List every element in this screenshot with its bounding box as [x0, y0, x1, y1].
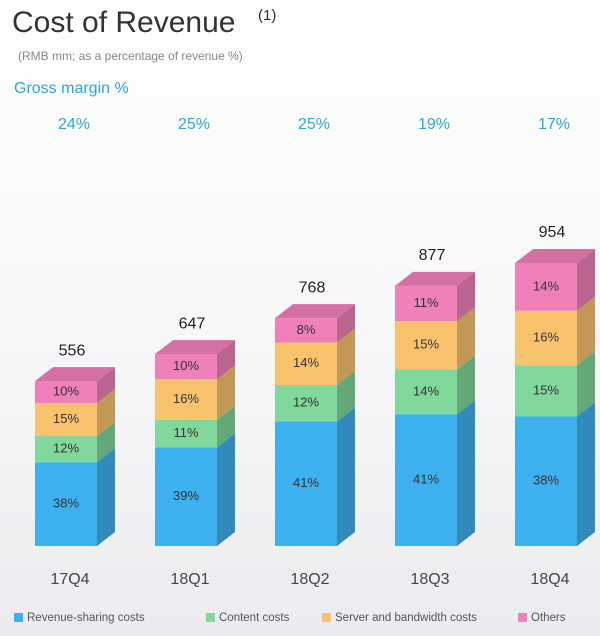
- legend-label: Revenue-sharing costs: [27, 612, 145, 624]
- x-tick-label: 18Q3: [410, 571, 449, 588]
- bar-top: [35, 367, 115, 382]
- segment-label: 12%: [53, 441, 79, 456]
- total-label: 768: [299, 279, 326, 296]
- bar-segment: [395, 414, 457, 546]
- chart-title: Cost of Revenue: [12, 6, 235, 39]
- legend-swatch: [322, 613, 331, 622]
- bar-side: [217, 433, 235, 546]
- bar-side: [457, 271, 475, 322]
- total-label: 877: [419, 247, 446, 264]
- segment-label: 10%: [53, 383, 79, 398]
- bar-side: [337, 328, 355, 386]
- bar-side: [577, 351, 595, 417]
- segment-label: 11%: [413, 295, 438, 310]
- gross-margin-value: 19%: [418, 116, 450, 133]
- bar-side: [457, 355, 475, 415]
- bar-top: [275, 304, 355, 319]
- bar-segment: [395, 321, 457, 370]
- legend-label: Content costs: [219, 612, 290, 624]
- bar-side: [457, 400, 475, 546]
- bar-segment: [155, 379, 217, 420]
- legend-swatch: [518, 613, 527, 622]
- segment-label: 15%: [53, 411, 79, 426]
- bar-segment: [35, 381, 97, 404]
- bar-segment: [275, 385, 337, 422]
- legend-swatch: [14, 613, 23, 622]
- bar-top: [155, 340, 235, 355]
- x-tick-label: 18Q1: [170, 571, 209, 588]
- segment-label: 15%: [413, 337, 439, 352]
- bar-segment: [35, 436, 97, 463]
- bar-side: [97, 422, 115, 463]
- total-label: 556: [59, 342, 86, 359]
- total-label: 954: [539, 224, 566, 241]
- bar-segment: [515, 310, 577, 366]
- bar-side: [217, 405, 235, 448]
- total-label: 647: [179, 315, 206, 332]
- bar-segment: [35, 403, 97, 437]
- bar-segment: [275, 318, 337, 343]
- segment-label: 14%: [413, 383, 439, 398]
- subtitle: (RMB mm; as a percentage of revenue %): [18, 49, 243, 63]
- bar-top: [515, 249, 595, 263]
- bar-segment: [155, 447, 217, 546]
- bar-side: [577, 249, 595, 311]
- bar-segment: [515, 365, 577, 417]
- bar-side: [337, 407, 355, 546]
- bar-segment: [275, 421, 337, 546]
- segment-label: 41%: [413, 472, 439, 487]
- segment-label: 10%: [173, 358, 199, 373]
- legend-label: Server and bandwidth costs: [335, 612, 477, 624]
- bar-segment: [395, 369, 457, 415]
- bar-side: [457, 307, 475, 370]
- bar-segment: [395, 285, 457, 322]
- bar-segment: [155, 354, 217, 380]
- segment-label: 15%: [533, 382, 559, 397]
- bar-segment: [515, 263, 577, 311]
- bar-segment: [35, 462, 97, 546]
- segment-label: 38%: [533, 473, 559, 488]
- segment-label: 11%: [173, 425, 198, 440]
- segment-label: 38%: [53, 496, 79, 511]
- bar-side: [337, 371, 355, 422]
- segment-label: 39%: [173, 488, 199, 503]
- title-note: (1): [258, 7, 276, 24]
- gross-margin-value: 17%: [538, 116, 570, 133]
- gross-margin-value: 24%: [58, 116, 90, 133]
- segment-label: 41%: [293, 475, 319, 490]
- legend-swatch: [206, 613, 215, 622]
- bar-side: [97, 389, 115, 437]
- bar-side: [337, 304, 355, 343]
- bar-side: [97, 448, 115, 546]
- segment-label: 14%: [533, 278, 559, 293]
- segment-label: 8%: [297, 322, 316, 337]
- segment-label: 16%: [533, 329, 559, 344]
- gross-margin-label: Gross margin %: [14, 80, 129, 97]
- bar-side: [97, 367, 115, 404]
- x-tick-label: 18Q4: [530, 571, 569, 588]
- bar-segment: [155, 419, 217, 448]
- x-tick-label: 17Q4: [50, 571, 89, 588]
- bar-side: [577, 402, 595, 546]
- bar-side: [217, 365, 235, 420]
- x-tick-label: 18Q2: [290, 571, 329, 588]
- gross-margin-value: 25%: [178, 116, 210, 133]
- bar-side: [217, 340, 235, 380]
- bar-segment: [515, 416, 577, 546]
- bar-side: [577, 296, 595, 366]
- bar-segment: [275, 342, 337, 386]
- legend-label: Others: [531, 612, 566, 624]
- gross-margin-value: 25%: [298, 116, 330, 133]
- segment-label: 14%: [293, 355, 319, 370]
- bar-top: [395, 271, 475, 286]
- segment-label: 16%: [173, 391, 199, 406]
- segment-label: 12%: [293, 395, 319, 410]
